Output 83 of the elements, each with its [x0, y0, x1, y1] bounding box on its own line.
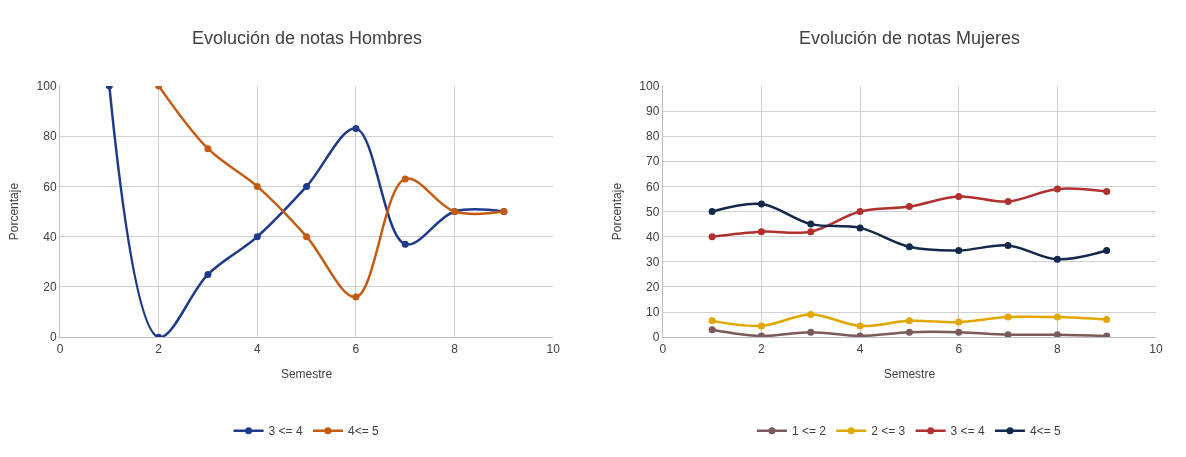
point	[807, 328, 815, 336]
y-tick-label: 80	[646, 129, 660, 144]
point	[352, 293, 360, 301]
point	[1103, 332, 1111, 338]
point	[905, 317, 913, 325]
x-tick-label: 4	[856, 341, 864, 356]
point	[352, 125, 360, 133]
point	[955, 318, 963, 326]
point	[905, 203, 913, 211]
point	[955, 192, 963, 200]
point	[708, 317, 716, 325]
point	[253, 233, 261, 241]
point	[1053, 313, 1061, 321]
point	[708, 233, 716, 241]
point	[1004, 331, 1012, 338]
point	[1103, 187, 1111, 195]
point	[856, 208, 864, 216]
point	[807, 311, 815, 319]
point	[856, 224, 864, 232]
y-tick-label: 50	[646, 204, 660, 219]
y-tick-label: 40	[646, 229, 660, 244]
y-tick-label: 0	[652, 330, 660, 345]
x-tick-label: 6	[955, 341, 963, 356]
point	[708, 208, 716, 216]
point	[807, 220, 815, 228]
x-tick-label: 6	[352, 341, 360, 356]
point	[303, 182, 311, 190]
point	[1004, 198, 1012, 205]
point	[905, 328, 913, 336]
chart-title: Evolución de notas Hombres	[192, 28, 423, 48]
legend-label: 3 <= 4	[950, 424, 985, 439]
legend-label: 3 <= 4	[268, 424, 303, 439]
x-tick-label: 2	[758, 341, 766, 356]
y-tick-label: 70	[646, 154, 660, 169]
x-tick-label: 2	[155, 341, 163, 356]
point	[807, 228, 815, 236]
x-axis-title: Semestre	[883, 367, 936, 382]
point	[401, 240, 409, 248]
point	[204, 145, 212, 153]
y-tick-label: 30	[646, 255, 660, 270]
legend-label: 2 <= 3	[871, 424, 906, 439]
y-tick-label: 100	[639, 79, 660, 94]
y-tick-label: 80	[43, 129, 57, 144]
point	[1103, 316, 1111, 324]
point	[1103, 247, 1111, 254]
x-tick-label: 10	[1149, 341, 1163, 356]
x-axis-title: Semestre	[280, 367, 333, 382]
x-tick-label: 10	[546, 341, 561, 356]
point	[1053, 255, 1061, 263]
chart-title: Evolución de notas Mujeres	[799, 28, 1021, 48]
point	[253, 182, 261, 190]
point	[905, 243, 913, 251]
point	[955, 328, 963, 336]
point	[1053, 331, 1061, 338]
point	[303, 233, 311, 241]
y-tick-label: 90	[646, 104, 660, 119]
legend-label: 1 <= 2	[791, 424, 827, 439]
point	[955, 247, 963, 254]
point	[1004, 241, 1012, 249]
point	[757, 200, 765, 208]
point	[1053, 185, 1061, 193]
point	[204, 270, 212, 278]
x-tick-label: 4	[253, 341, 261, 356]
y-tick-label: 20	[646, 280, 660, 295]
y-axis-title: Porcentaje	[6, 182, 21, 241]
y-tick-label: 20	[43, 280, 57, 295]
point	[856, 322, 864, 330]
y-tick-label: 100	[36, 79, 57, 94]
point	[757, 322, 765, 330]
legend-label: 4<= 5	[347, 424, 379, 439]
legend-label: 4<= 5	[1029, 424, 1061, 439]
y-tick-label: 0	[49, 330, 57, 345]
point	[757, 228, 765, 236]
y-tick-label: 60	[43, 179, 57, 194]
x-tick-label: 8	[1054, 341, 1062, 356]
point	[708, 326, 716, 334]
y-axis-title: Porcentaje	[609, 182, 624, 241]
point	[401, 175, 409, 183]
point	[1004, 313, 1012, 321]
x-tick-label: 8	[451, 341, 459, 356]
y-tick-label: 10	[646, 305, 660, 320]
y-tick-label: 40	[43, 229, 57, 244]
y-tick-label: 60	[646, 179, 660, 194]
